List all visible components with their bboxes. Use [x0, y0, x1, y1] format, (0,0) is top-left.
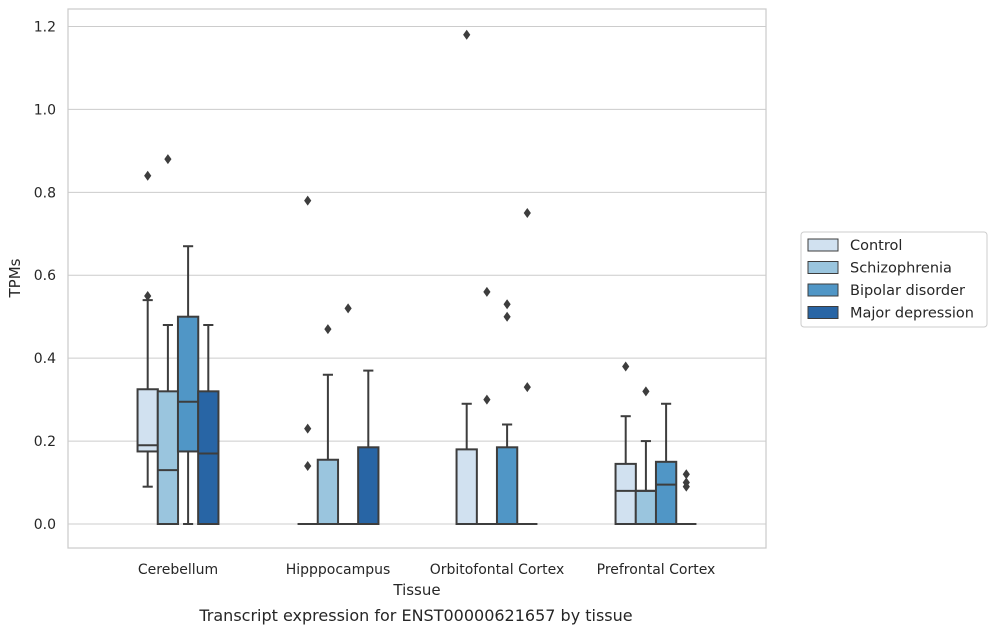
x-tick-label: Orbitofontal Cortex — [430, 562, 565, 578]
box-body — [455, 448, 478, 526]
boxes — [136, 29, 697, 526]
box — [676, 469, 697, 525]
plot-area — [67, 8, 767, 549]
y-axis-label: TPMs — [6, 258, 24, 298]
box — [654, 402, 678, 525]
box — [634, 386, 658, 525]
outlier-point — [483, 286, 491, 297]
legend-swatch — [807, 283, 839, 297]
outlier-point — [642, 386, 650, 397]
legend-swatch — [807, 238, 839, 252]
box — [176, 245, 200, 525]
box-body — [316, 458, 340, 525]
outlier-point — [682, 477, 690, 488]
outlier-point — [682, 469, 690, 480]
outlier-point — [304, 195, 312, 206]
legend-label: Major depression — [850, 306, 974, 322]
y-tick-label: 0.6 — [34, 268, 56, 284]
legend-swatch — [807, 261, 839, 274]
box — [455, 29, 478, 526]
box — [495, 299, 519, 526]
x-axis-label: Tissue — [392, 581, 440, 599]
box-body — [136, 388, 159, 453]
x-axis-ticks: Cerebellum Hipppocampus Orbitofontal Corte… — [138, 562, 715, 578]
box-body — [654, 460, 678, 525]
box — [136, 170, 159, 488]
legend-label: Control — [850, 238, 902, 254]
legend-frame — [800, 231, 988, 328]
box — [517, 208, 538, 525]
y-tick-label: 1.0 — [34, 102, 56, 118]
box — [197, 323, 220, 525]
y-tick-label: 0.8 — [34, 185, 56, 201]
box-body — [176, 315, 200, 453]
box — [337, 303, 359, 525]
legend-label: Bipolar disorder — [850, 283, 965, 299]
outlier-point — [503, 299, 511, 310]
x-tick-label: Cerebellum — [138, 562, 218, 578]
outlier-point — [144, 290, 152, 301]
figure-caption: Transcript expression for ENST0000062165… — [199, 606, 633, 625]
box-body — [495, 446, 519, 526]
outlier-point — [622, 361, 630, 372]
outlier-point — [344, 303, 352, 314]
box — [156, 154, 180, 525]
x-tick-label: Prefrontal Cortex — [597, 562, 716, 578]
legend-entries: Control Schizophrenia Bipolar disorder Majo… — [807, 238, 974, 322]
legend-label: Schizophrenia — [850, 261, 952, 277]
box — [357, 369, 380, 526]
outlier-point — [523, 208, 531, 219]
box-body — [197, 390, 220, 525]
legend: Control Schizophrenia Bipolar disorder Majo… — [800, 231, 988, 328]
outlier-point — [503, 311, 511, 322]
outlier-point — [304, 423, 312, 434]
legend-swatch — [807, 306, 839, 319]
outlier-point — [324, 324, 332, 335]
outlier-point — [164, 154, 172, 165]
box — [614, 361, 637, 525]
box-body — [156, 390, 180, 525]
box-body — [634, 489, 658, 525]
box-body — [357, 446, 380, 526]
outlier-point — [144, 170, 152, 181]
box — [476, 286, 498, 525]
y-tick-label: 0.0 — [34, 517, 56, 533]
y-tick-label: 0.2 — [34, 434, 56, 450]
x-tick-label: Hipppocampus — [286, 562, 391, 578]
outlier-point — [523, 382, 531, 393]
box — [316, 324, 340, 525]
outlier-point — [463, 29, 471, 40]
y-tick-label: 0.4 — [34, 351, 56, 367]
outlier-point — [304, 460, 312, 471]
y-tick-label: 1.2 — [34, 19, 56, 35]
y-axis-ticks: 0.0 0.2 0.4 0.6 0.8 1.0 1.2 — [34, 19, 56, 533]
box-body — [614, 462, 637, 525]
outlier-point — [483, 394, 491, 405]
box — [297, 195, 318, 525]
